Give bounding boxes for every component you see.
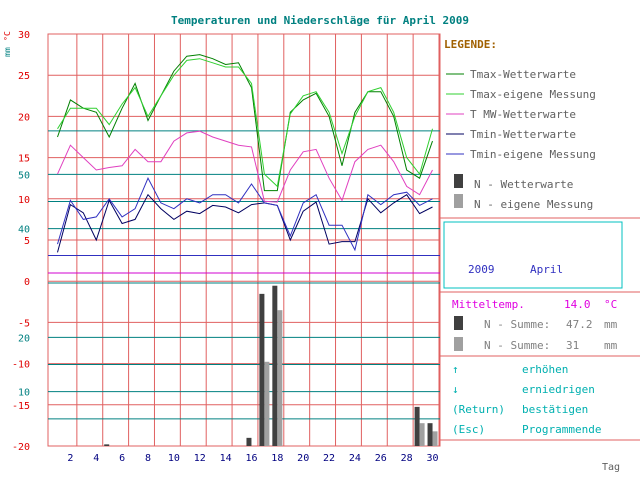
mean-temperature-value: 14.0 bbox=[564, 298, 591, 311]
legend-item-label: N - Wetterwarte bbox=[474, 178, 573, 191]
control-label: bestätigen bbox=[522, 403, 588, 416]
legend-item-label: Tmax-Wetterwarte bbox=[470, 68, 576, 81]
temperature-tick-label: -15 bbox=[12, 401, 30, 412]
precipitation-bar bbox=[259, 293, 265, 446]
precipitation-unit-label: mm bbox=[3, 47, 12, 57]
temperature-series-line bbox=[57, 58, 433, 188]
day-tick-label: 26 bbox=[375, 453, 387, 464]
mean-temperature-unit: °C bbox=[604, 298, 617, 311]
temperature-tick-label: 25 bbox=[18, 71, 30, 82]
precipitation-tick-label: 50 bbox=[18, 170, 30, 181]
chart-title: Temperaturen und Niederschläge für April… bbox=[170, 14, 469, 27]
temperature-series-line bbox=[57, 130, 433, 203]
legend-item-label: Tmin-eigene Messung bbox=[470, 148, 596, 161]
temperature-tick-label: -20 bbox=[12, 442, 30, 453]
precipitation-bar bbox=[414, 406, 420, 446]
precip-sum-own-value: 31 bbox=[566, 339, 579, 352]
period-box bbox=[443, 221, 623, 289]
precip-sum-label: N - Summe: bbox=[484, 339, 550, 352]
temperature-tick-label: 30 bbox=[18, 30, 30, 41]
temperature-series-line bbox=[57, 177, 433, 252]
day-tick-label: 6 bbox=[119, 453, 125, 464]
precipitation-tick-label: 20 bbox=[18, 333, 30, 344]
precipitation-bar bbox=[432, 431, 438, 446]
day-tick-label: 22 bbox=[323, 453, 335, 464]
precip-sum-swatch-own bbox=[454, 337, 463, 351]
precip-sum-station-value: 47.2 bbox=[566, 318, 593, 331]
precipitation-bar bbox=[272, 285, 278, 446]
day-tick-label: 16 bbox=[245, 453, 257, 464]
day-tick-label: 20 bbox=[297, 453, 309, 464]
precip-sum-swatch-station bbox=[454, 316, 463, 330]
legend-item-label: N - eigene Messung bbox=[474, 198, 593, 211]
period-year: 2009 bbox=[468, 263, 495, 276]
precipitation-bar bbox=[246, 437, 252, 446]
day-tick-label: 8 bbox=[145, 453, 151, 464]
return-key-icon[interactable]: (Return) bbox=[452, 403, 505, 416]
legend-title: LEGENDE: bbox=[444, 38, 497, 51]
day-tick-label: 12 bbox=[194, 453, 206, 464]
control-label: erhöhen bbox=[522, 363, 568, 376]
day-tick-label: 4 bbox=[93, 453, 99, 464]
legend-item-label: T MW-Wetterwarte bbox=[470, 108, 576, 121]
day-tick-label: 14 bbox=[220, 453, 232, 464]
legend-bar-swatch bbox=[454, 174, 463, 188]
day-tick-label: 2 bbox=[67, 453, 73, 464]
day-tick-label: 18 bbox=[271, 453, 283, 464]
escape-key-icon[interactable]: (Esc) bbox=[452, 423, 485, 436]
arrow-up-icon[interactable]: ↑ bbox=[452, 363, 459, 376]
x-axis-label: Tag bbox=[602, 462, 620, 473]
temperature-tick-label: 5 bbox=[24, 236, 30, 247]
precipitation-bar bbox=[277, 310, 283, 446]
day-tick-label: 24 bbox=[349, 453, 361, 464]
control-label: erniedrigen bbox=[522, 383, 595, 396]
temperature-tick-label: 10 bbox=[18, 195, 30, 206]
temperature-tick-label: -10 bbox=[12, 360, 30, 371]
legend-bar-swatch bbox=[454, 194, 463, 208]
temperature-tick-label: -5 bbox=[18, 318, 30, 329]
day-tick-label: 10 bbox=[168, 453, 180, 464]
mean-temperature-label: Mitteltemp. bbox=[452, 298, 525, 311]
precipitation-bar bbox=[264, 361, 270, 446]
precipitation-bar bbox=[427, 423, 433, 446]
temperature-tick-label: 0 bbox=[24, 277, 30, 288]
precipitation-bar bbox=[419, 423, 425, 446]
precip-sum-unit: mm bbox=[604, 318, 618, 331]
precip-sum-unit: mm bbox=[604, 339, 618, 352]
temperature-tick-label: 20 bbox=[18, 112, 30, 123]
legend-item-label: Tmax-eigene Messung bbox=[470, 88, 596, 101]
precipitation-tick-label: 40 bbox=[18, 225, 30, 236]
precip-sum-label: N - Summe: bbox=[484, 318, 550, 331]
day-tick-label: 30 bbox=[427, 453, 439, 464]
period-month: April bbox=[530, 263, 563, 276]
precipitation-tick-label: 10 bbox=[18, 388, 30, 399]
temperature-series-line bbox=[57, 193, 433, 253]
legend-item-label: Tmin-Wetterwarte bbox=[470, 128, 576, 141]
day-tick-label: 28 bbox=[401, 453, 413, 464]
arrow-down-icon[interactable]: ↓ bbox=[452, 383, 459, 396]
temperature-unit-label: °C bbox=[3, 31, 12, 41]
temperature-tick-label: 15 bbox=[18, 154, 30, 165]
control-label: Programmende bbox=[522, 423, 601, 436]
precipitation-bar bbox=[104, 444, 110, 446]
